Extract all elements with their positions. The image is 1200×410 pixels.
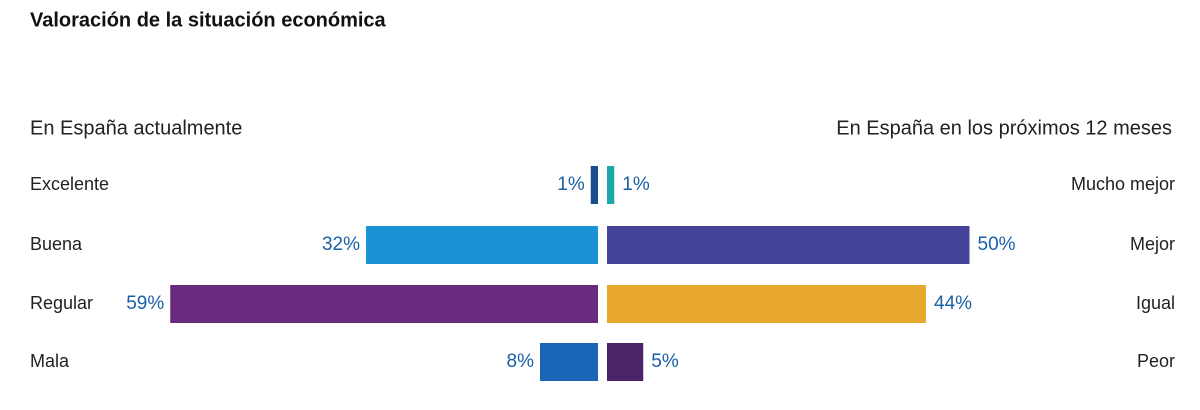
value-label: 1% xyxy=(557,174,585,195)
value-label: 50% xyxy=(978,234,1016,255)
category-label: Mucho mejor xyxy=(1071,174,1175,194)
category-label: Excelente xyxy=(30,174,109,194)
value-label: 59% xyxy=(126,293,164,314)
category-label: Regular xyxy=(30,293,93,313)
value-label: 8% xyxy=(507,351,535,372)
category-label: Peor xyxy=(1137,351,1175,371)
category-label: Igual xyxy=(1136,293,1175,313)
chart-title: Valoración de la situación económica xyxy=(30,9,387,31)
bar xyxy=(540,343,598,381)
panel-title: En España en los próximos 12 meses xyxy=(836,117,1172,139)
value-label: 1% xyxy=(622,174,650,195)
bar xyxy=(590,166,598,204)
bar xyxy=(607,166,615,204)
bar xyxy=(607,343,644,381)
value-label: 32% xyxy=(322,234,360,255)
panel-title: En España actualmente xyxy=(30,117,242,139)
category-label: Buena xyxy=(30,234,83,254)
bar xyxy=(366,226,598,264)
bar xyxy=(607,285,926,323)
bar xyxy=(607,226,970,264)
value-label: 44% xyxy=(934,293,972,314)
category-label: Mejor xyxy=(1130,234,1175,254)
category-label: Mala xyxy=(30,351,70,371)
value-label: 5% xyxy=(651,351,679,372)
bar xyxy=(170,285,598,323)
